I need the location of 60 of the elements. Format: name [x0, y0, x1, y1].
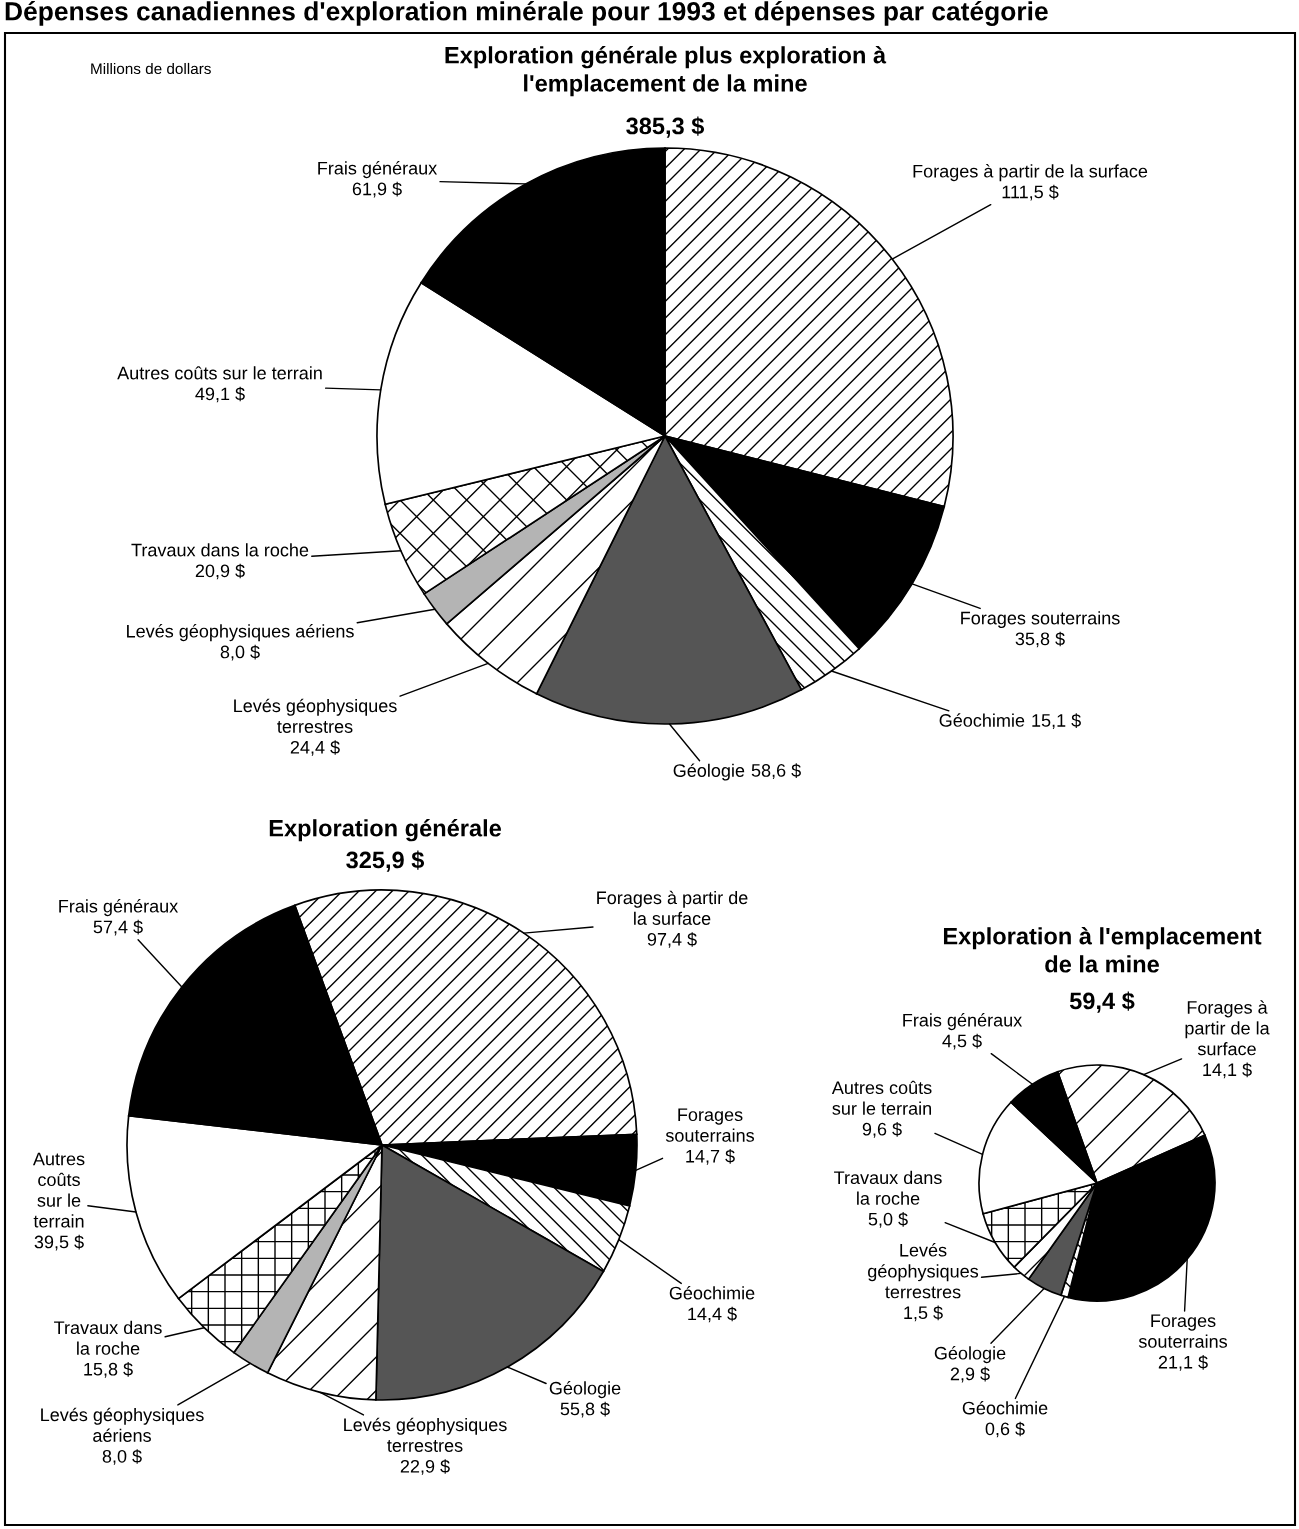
slice-label: Levés géophysiques terrestres [344, 1417, 507, 1452]
slice-label: Levés géophysiques terrestres [234, 698, 397, 733]
slice-label: Autres coûts sur le terrain [117, 366, 322, 380]
slice-label: Frais généraux [318, 161, 438, 179]
slice-label: Levés géophysiques aériens [127, 624, 354, 642]
slice-label: Forages à partir de la surface [913, 164, 1148, 182]
data-label: 55,8 $ [560, 1401, 610, 1418]
data-label: 14,1 $ [1203, 1062, 1252, 1079]
data-label: 8,0 $ [102, 1449, 142, 1465]
chart-title: Exploration générale [269, 819, 501, 842]
data-label: 39,5 $ [34, 1234, 84, 1251]
data-label: 14,7 $ [686, 1149, 735, 1165]
data-label: 97,4 $ [647, 932, 697, 948]
slice-label: Forages souterrains [961, 611, 1120, 629]
slice-label: Géologie [673, 763, 745, 781]
data-label: 111,5 $ [1002, 184, 1059, 201]
chart-subtitle: 385,3 $ [626, 116, 705, 138]
slice-label: Travaux dans la roche [54, 1320, 162, 1355]
chart-title: Exploration à l'emplacement de la mine [943, 927, 1262, 973]
slice-label: Géochimie [939, 713, 1025, 727]
slice-label: Forages souterrains [665, 1108, 755, 1142]
data-label: 24,4 $ [290, 740, 340, 756]
data-label: 1,5 $ [904, 1305, 943, 1322]
data-label: 15,1 $ [1032, 713, 1081, 729]
slice-label: Autres coûts sur le terrain [32, 1152, 85, 1228]
data-label: 2,9 $ [950, 1366, 990, 1383]
chart-title: Exploration générale plus exploration à l'emplacement de la mine [445, 46, 887, 97]
data-label: 8,0 $ [220, 644, 260, 661]
data-label: 21,1 $ [1158, 1355, 1208, 1371]
slice-label: Géochimie [962, 1400, 1048, 1415]
data-label: 57,4 $ [93, 919, 143, 936]
slice-label: Autres coûts sur le terrain [831, 1080, 932, 1115]
data-label: 9,6 $ [862, 1122, 902, 1138]
data-label: 49,1 $ [195, 386, 245, 403]
data-label: 0,6 $ [985, 1421, 1025, 1438]
data-label: 35,8 $ [1015, 631, 1065, 648]
data-label: 5,0 $ [868, 1212, 908, 1228]
slice-label: Forages à partir de la surface [1185, 1000, 1270, 1056]
slice-label: Forages à partir de la surface [597, 890, 748, 925]
data-label: 14,4 $ [688, 1306, 737, 1323]
slice-label: Frais généraux [903, 1013, 1023, 1031]
slice-label: Géologie [934, 1346, 1006, 1364]
chart-subtitle: 59,4 $ [1069, 991, 1135, 1013]
text: Dépenses canadiennes d'exploration minérale pour 1993 et dépenses par catégorie [5, 1, 1048, 26]
data-label: 4,5 $ [942, 1033, 982, 1050]
slice-label: Levés géophysiques terrestres [868, 1243, 979, 1299]
data-label: 58,6 $ [751, 763, 801, 779]
slice-label: Travaux dans la roche [834, 1170, 942, 1205]
slice-label: Travaux dans la roche [131, 543, 309, 557]
data-label: 15,8 $ [84, 1362, 133, 1378]
text: Millions de dollars [91, 62, 211, 75]
slice-label: Forages souterrains [1138, 1314, 1228, 1348]
slice-label: Frais généraux [59, 899, 179, 917]
data-label: 22,9 $ [400, 1459, 450, 1475]
slice-label: Levés géophysiques aériens [41, 1407, 204, 1442]
data-label: 20,9 $ [195, 563, 245, 580]
data-label: 61,9 $ [352, 181, 402, 198]
chart-subtitle: 325,9 $ [346, 850, 425, 872]
slice-label: Géochimie [669, 1285, 755, 1300]
slice-label: Géologie [549, 1381, 621, 1399]
